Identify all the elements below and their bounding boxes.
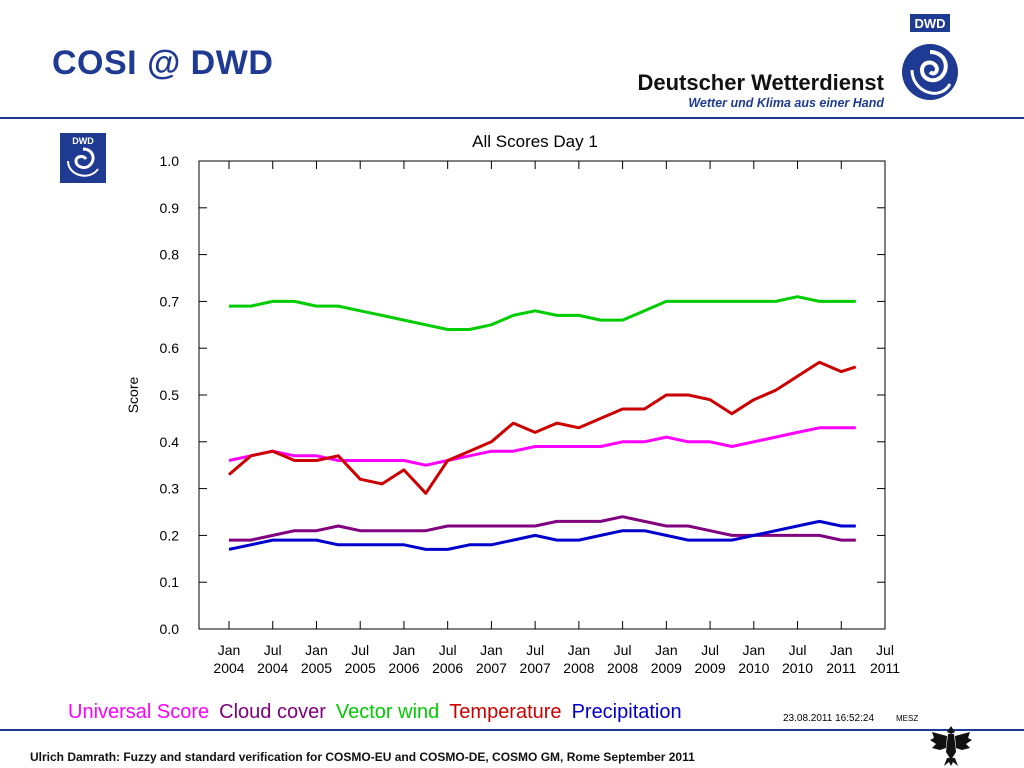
legend-entry-precipitation: Precipitation — [572, 701, 682, 723]
brand-block: Deutscher Wetterdienst Wetter und Klima … — [637, 70, 884, 110]
x-tick-label-month: Jul — [876, 642, 894, 658]
chart-axes: 0.0 0.1 0.2 0.3 0.4 0.5 0.6 0.7 0.8 0.9 1.0 Jan 2004… — [160, 153, 901, 676]
x-tick-label-year: 2010 — [738, 660, 769, 676]
x-tick-label-year: 2004 — [257, 660, 288, 676]
brand-name: Deutscher Wetterdienst — [637, 70, 884, 95]
series-line-vector-wind — [229, 295, 856, 331]
x-tick-label-year: 2007 — [520, 660, 551, 676]
x-tick-label-month: Jul — [614, 642, 632, 658]
x-tick-label-month: Jul — [701, 642, 719, 658]
series-line-universal-score — [228, 426, 856, 467]
chart-logo-text: DWD — [72, 136, 94, 146]
x-tick-label-month: Jan — [655, 642, 678, 658]
plot-frame — [198, 160, 886, 630]
x-tick-label-year: 2006 — [388, 660, 419, 676]
dwd-logo-text: DWD — [914, 16, 945, 31]
x-tick-label-month: Jan — [480, 642, 503, 658]
x-tick-label-year: 2004 — [213, 660, 244, 676]
timestamp-zone: MESZ — [896, 714, 918, 723]
x-tick-label-month: Jan — [218, 642, 241, 658]
x-tick-label-year: 2010 — [782, 660, 813, 676]
footer-divider — [0, 729, 1024, 731]
x-tick-label-month: Jan — [743, 642, 766, 658]
x-tick-label-year: 2009 — [651, 660, 682, 676]
timestamp: 23.08.2011 16:52:24 — [783, 713, 874, 724]
x-tick-label-year: 2007 — [476, 660, 507, 676]
y-tick-label: 0.7 — [160, 293, 180, 309]
y-axis-label: Score — [125, 377, 141, 414]
x-tick-label-month: Jan — [830, 642, 853, 658]
y-tick-label: 0.5 — [160, 387, 180, 403]
x-tick-label-month: Jan — [393, 642, 416, 658]
x-tick-label-year: 2008 — [563, 660, 594, 676]
x-tick-label-month: Jan — [305, 642, 328, 658]
dwd-logo-icon: DWD — [902, 14, 958, 100]
x-tick-label-month: Jul — [264, 642, 282, 658]
y-tick-label: 0.8 — [160, 247, 180, 263]
chart-svg: DWD All Scores Day 1 Score 0.00.10.20.30… — [60, 132, 918, 724]
x-tick-label-month: Jul — [439, 642, 457, 658]
y-tick-label: 0.2 — [160, 527, 180, 543]
footer-text: Ulrich Damrath: Fuzzy and standard verif… — [30, 750, 695, 764]
brand-slogan: Wetter und Klima aus einer Hand — [688, 96, 884, 110]
y-tick-label: 0.9 — [160, 200, 180, 216]
x-tick-label-year: 2011 — [826, 660, 856, 676]
x-tick-label-year: 2005 — [345, 660, 376, 676]
x-tick-label-month: Jan — [568, 642, 591, 658]
header-divider — [0, 117, 1024, 119]
federal-eagle-icon — [930, 726, 972, 766]
series-line-temperature — [228, 360, 857, 495]
x-tick-label-year: 2011 — [870, 660, 900, 676]
x-tick-label-year: 2006 — [432, 660, 463, 676]
legend-entry-universal-score: Universal Score — [68, 701, 209, 723]
x-tick-label-month: Jul — [351, 642, 369, 658]
y-tick-label: 1.0 — [160, 153, 180, 169]
y-tick-label: 0.4 — [160, 434, 180, 450]
chart-title: All Scores Day 1 — [472, 132, 598, 151]
series-group — [228, 295, 857, 551]
x-tick-label-year: 2005 — [301, 660, 332, 676]
legend-entry-temperature: Temperature — [449, 701, 561, 723]
slide-title: COSI @ DWD — [52, 44, 274, 82]
y-tick-label: 0.6 — [160, 340, 180, 356]
chart-dwd-logo-icon: DWD — [60, 133, 106, 183]
y-tick-label: 0.3 — [160, 481, 180, 497]
series-line-precipitation — [228, 519, 856, 551]
x-tick-label-year: 2008 — [607, 660, 638, 676]
legend-entry-cloud-cover: Cloud cover — [219, 701, 326, 723]
chart-panel: DWD All Scores Day 1 Score 0.0 0.1 0.2 0.3 0… — [60, 121, 925, 724]
y-tick-label: 0.0 — [160, 621, 180, 637]
chart-legend: Universal Score Cloud cover Vector wind Tem… — [68, 701, 682, 723]
x-tick-label-year: 2009 — [694, 660, 725, 676]
legend-entry-vector-wind: Vector wind — [336, 701, 439, 723]
y-tick-label: 0.1 — [160, 574, 180, 590]
x-tick-label-month: Jul — [526, 642, 544, 658]
x-tick-label-month: Jul — [789, 642, 807, 658]
